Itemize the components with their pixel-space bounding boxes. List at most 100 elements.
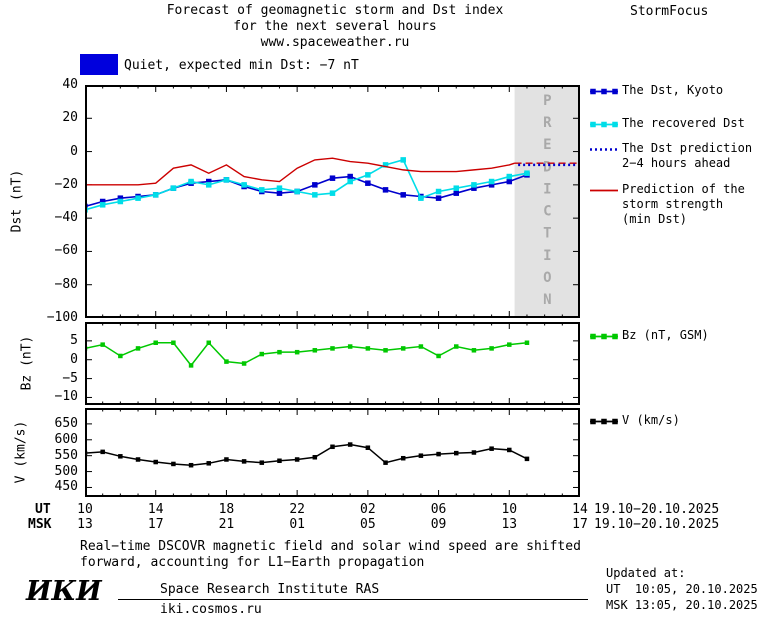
- marker-dst_kyoto: [117, 195, 124, 201]
- legend-v-label: V (km/s): [622, 413, 680, 427]
- legend-v: V (km/s): [590, 413, 760, 428]
- marker-dst_kyoto: [99, 198, 106, 205]
- marker-v: [418, 453, 424, 458]
- marker-recovered: [418, 195, 424, 201]
- bz-chart: [85, 322, 580, 405]
- y-tick-label: −5: [62, 370, 78, 386]
- legend-bz-label: Bz (nT, GSM): [622, 328, 709, 342]
- marker-v: [436, 451, 441, 457]
- y-tick-label: −40: [54, 210, 78, 226]
- marker-recovered: [400, 157, 406, 163]
- marker-v: [224, 457, 229, 462]
- marker-recovered: [488, 178, 495, 185]
- marker-v: [489, 446, 494, 451]
- brand-label: StormFocus: [630, 4, 709, 19]
- marker-dst_kyoto: [471, 185, 477, 191]
- v-y-axis: 650 600 550 500 450: [30, 408, 78, 497]
- dst-prediction-swatch-icon: [590, 148, 618, 151]
- x-tick-label-msk: 09: [430, 517, 447, 532]
- x-tick-label-ut: 14: [572, 502, 588, 517]
- marker-v: [365, 445, 371, 450]
- marker-v: [507, 447, 512, 453]
- y-tick-label: 0: [70, 351, 78, 367]
- msk-tick-row: 13 17 21 01 05 09 13 17: [77, 517, 588, 533]
- marker-v: [383, 460, 388, 465]
- legend-recovered-dst: The recovered Dst: [590, 116, 760, 131]
- series-v: [85, 443, 528, 466]
- y-tick-label: 500: [54, 463, 78, 479]
- legend-recovered-dst-label: The recovered Dst: [622, 116, 745, 130]
- marker-recovered: [188, 178, 194, 185]
- x-tick-label-ut: 14: [147, 502, 164, 517]
- marker-bz: [135, 346, 141, 351]
- series-storm_strength: [85, 157, 515, 186]
- marker-recovered: [329, 190, 336, 196]
- y-tick-label: 600: [54, 431, 78, 447]
- marker-v: [100, 449, 105, 455]
- marker-recovered: [259, 187, 265, 193]
- marker-bz: [171, 340, 176, 345]
- date-range-ut: 19.10−20.10.2025: [594, 502, 720, 517]
- v-axis-title: V (km/s): [13, 420, 29, 484]
- marker-dst_kyoto: [329, 175, 336, 181]
- marker-recovered: [223, 177, 230, 183]
- prediction-band-letter: D: [543, 159, 551, 175]
- legend-dst-kyoto: The Dst, Kyoto: [590, 83, 760, 98]
- x-tick-label-msk: 17: [147, 517, 164, 532]
- swatch-marker: [590, 121, 596, 128]
- marker-recovered: [117, 198, 124, 205]
- swatch-marker: [612, 418, 618, 425]
- date-range-msk: 19.10−20.10.2025: [594, 517, 720, 532]
- swatch-marker: [612, 88, 618, 95]
- swatch-marker: [601, 88, 607, 95]
- panel-border: [85, 322, 580, 405]
- title-line-2: for the next several hours: [233, 19, 437, 34]
- y-tick-label: 5: [70, 332, 78, 348]
- marker-bz: [330, 346, 335, 351]
- storm-status-label: Quiet, expected min Dst: −7 nT: [124, 58, 359, 73]
- marker-recovered: [524, 170, 530, 176]
- prediction-band-letter: N: [543, 292, 551, 308]
- marker-dst_kyoto: [276, 190, 283, 196]
- marker-recovered: [312, 192, 318, 198]
- marker-bz: [454, 344, 459, 349]
- marker-bz: [400, 346, 406, 351]
- updated-msk: MSK 13:05, 20.10.2025: [606, 598, 758, 612]
- x-tick-label-ut: 18: [218, 502, 235, 517]
- marker-recovered: [276, 185, 283, 191]
- prediction-band-letter: R: [543, 115, 552, 131]
- y-tick-label: 650: [54, 415, 78, 431]
- y-tick-label: −20: [54, 176, 78, 192]
- marker-recovered: [152, 192, 159, 198]
- marker-v: [153, 459, 158, 465]
- swatch-marker: [590, 418, 596, 425]
- marker-bz: [206, 340, 211, 345]
- marker-dst_kyoto: [365, 180, 371, 186]
- marker-recovered: [170, 185, 177, 191]
- marker-recovered: [206, 182, 212, 188]
- marker-dst_kyoto: [400, 192, 406, 198]
- marker-recovered: [453, 185, 459, 191]
- marker-recovered: [294, 188, 300, 195]
- x-tick-label-msk: 01: [289, 517, 305, 532]
- institute-site: iki.cosmos.ru: [160, 602, 262, 617]
- marker-bz: [347, 344, 353, 349]
- legend-storm-strength: Prediction of the storm strength (min Ds…: [590, 182, 760, 227]
- marker-bz: [507, 342, 512, 347]
- marker-recovered: [99, 202, 106, 208]
- x-tick-label-msk: 13: [501, 517, 518, 532]
- prediction-band-letter: P: [543, 93, 551, 109]
- marker-dst_kyoto: [382, 187, 389, 193]
- swatch-marker: [612, 333, 618, 340]
- marker-bz: [365, 346, 371, 351]
- y-tick-label: 550: [54, 447, 78, 463]
- v-swatch-icon: [590, 418, 618, 425]
- legend-dst-kyoto-label: The Dst, Kyoto: [622, 83, 724, 97]
- marker-bz: [241, 361, 247, 366]
- dst-y-axis: 40 20 0 −20 −40 −60 −80 −100: [30, 77, 78, 325]
- marker-v: [454, 450, 459, 456]
- x-tick-label-ut: 06: [430, 502, 447, 517]
- marker-v: [294, 457, 300, 462]
- prediction-band-letter: I: [543, 248, 551, 264]
- y-tick-label: 0: [70, 143, 78, 159]
